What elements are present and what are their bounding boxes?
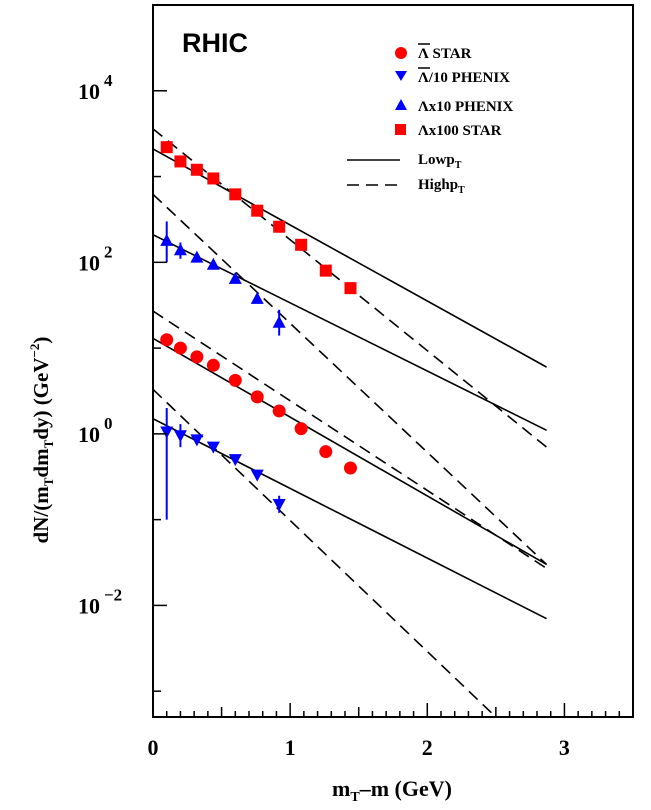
- y-axis-title-sup: −2: [27, 344, 42, 358]
- data-point-circle: [160, 333, 174, 347]
- data-point-triangle-down: [206, 441, 220, 454]
- fit-line-solid-6: [153, 418, 547, 620]
- legend-marker-circle: [395, 47, 407, 59]
- y-axis-title: dN/(mTdmTdy) (GeV−2): [27, 337, 56, 544]
- fit-lines: [153, 128, 548, 717]
- y-tick-exponent: 4: [104, 71, 113, 90]
- legend-low-t: T: [455, 160, 462, 171]
- data-point-circle: [228, 373, 242, 387]
- data-point-triangle-down: [228, 454, 242, 467]
- data-point-circle: [173, 341, 187, 355]
- legend-high-p: p: [450, 177, 458, 193]
- data-point-square: [174, 155, 187, 168]
- legend-high-t: T: [458, 185, 465, 196]
- x-tick-label: 0: [148, 735, 159, 760]
- legend-label-lambda-x100-star: Λx100 STAR: [418, 123, 502, 139]
- data-point-triangle-down: [173, 430, 187, 443]
- y-axis-title-p4: ): [29, 337, 53, 344]
- legend-label-lambda-star: Λ STAR: [418, 46, 472, 62]
- y-axis-title-p2: dm: [29, 448, 53, 478]
- x-axis-title-rest: –m (GeV): [359, 776, 452, 801]
- data-point-square: [229, 188, 242, 201]
- data-point-square: [207, 172, 220, 185]
- y-tick-exponent: 2: [104, 242, 113, 261]
- data-point-circle: [250, 390, 264, 404]
- data-point-circle: [343, 461, 357, 475]
- data-point-circle: [272, 404, 286, 418]
- data-point-circle: [319, 445, 333, 459]
- data-point-square: [273, 220, 286, 233]
- y-axis-title-s2: T: [41, 439, 56, 448]
- data-point-square: [295, 238, 308, 251]
- data-point-circle: [190, 350, 204, 364]
- chart-title: RHIC: [182, 28, 248, 58]
- x-tick-label: 2: [422, 735, 433, 760]
- y-axis-title-p3: dy) (GeV: [29, 357, 53, 439]
- legend-low-p: p: [446, 152, 454, 168]
- data-point-triangle-up: [173, 243, 187, 256]
- data-point-triangle-down: [272, 499, 286, 512]
- fit-line-solid-0: [153, 148, 547, 368]
- data-point-triangle-down: [190, 434, 204, 447]
- fit-line-solid-2: [153, 233, 547, 432]
- data-point-square: [319, 264, 332, 277]
- x-axis-title: mT–m (GeV): [332, 776, 452, 805]
- x-tick-label: 1: [285, 735, 296, 760]
- data-point-triangle-up: [272, 315, 286, 328]
- fit-line-dashed-3: [153, 193, 548, 566]
- y-tick-exponent: −2: [104, 585, 122, 604]
- data-point-square: [251, 204, 264, 217]
- y-tick-label: 10 −2: [78, 585, 122, 618]
- y-tick-label: 10 4: [78, 71, 113, 104]
- data-markers: [160, 141, 357, 520]
- fit-line-solid-4: [153, 337, 547, 566]
- data-point-square: [344, 282, 357, 295]
- legend-label-low-pt: LowpT: [418, 152, 462, 171]
- y-tick-label: 10 0: [78, 414, 113, 447]
- x-axis-title-main: m: [332, 776, 350, 801]
- y-tick-base: 10: [78, 422, 100, 447]
- data-point-triangle-up: [228, 271, 242, 284]
- data-point-triangle-up: [160, 233, 174, 246]
- x-tick-label: 3: [559, 735, 570, 760]
- data-point-circle: [206, 358, 220, 372]
- plot-frame: [152, 4, 634, 718]
- y-axis-title-p1: dN/(m: [29, 486, 53, 544]
- data-point-square: [190, 163, 203, 176]
- y-tick-base: 10: [78, 79, 100, 104]
- y-axis-title-s1: T: [41, 477, 56, 486]
- legend-marker-triangle-up: [395, 99, 407, 110]
- legend-high-word: High: [418, 177, 450, 193]
- fit-line-dashed-5: [153, 310, 548, 570]
- legend-marker-triangle-down: [395, 71, 407, 81]
- legend-label-lambda-x10-phenix: Λx10 PHENIX: [418, 99, 514, 115]
- legend-label-high-pt: HighpT: [418, 177, 465, 196]
- data-point-triangle-down: [250, 469, 264, 482]
- x-axis-title-sub: T: [350, 790, 360, 805]
- y-tick-base: 10: [78, 593, 100, 618]
- data-point-triangle-up: [206, 257, 220, 270]
- data-point-triangle-down: [160, 426, 174, 439]
- legend: Λ STAR Λ/10 PHENIX Λx10 PHENIX Λx100 STA…: [347, 43, 514, 196]
- y-tick-base: 10: [78, 250, 100, 275]
- y-tick-label: 10 2: [78, 242, 113, 275]
- data-point-circle: [294, 422, 308, 436]
- data-point-triangle-up: [190, 250, 204, 263]
- legend-low-word: Low: [418, 152, 447, 168]
- data-point-triangle-up: [250, 291, 264, 304]
- legend-label-lambda-10-phenix: Λ/10 PHENIX: [418, 70, 510, 86]
- y-tick-exponent: 0: [104, 414, 113, 433]
- legend-marker-square: [395, 124, 406, 135]
- fit-line-dashed-7: [153, 388, 497, 717]
- data-point-square: [160, 141, 173, 154]
